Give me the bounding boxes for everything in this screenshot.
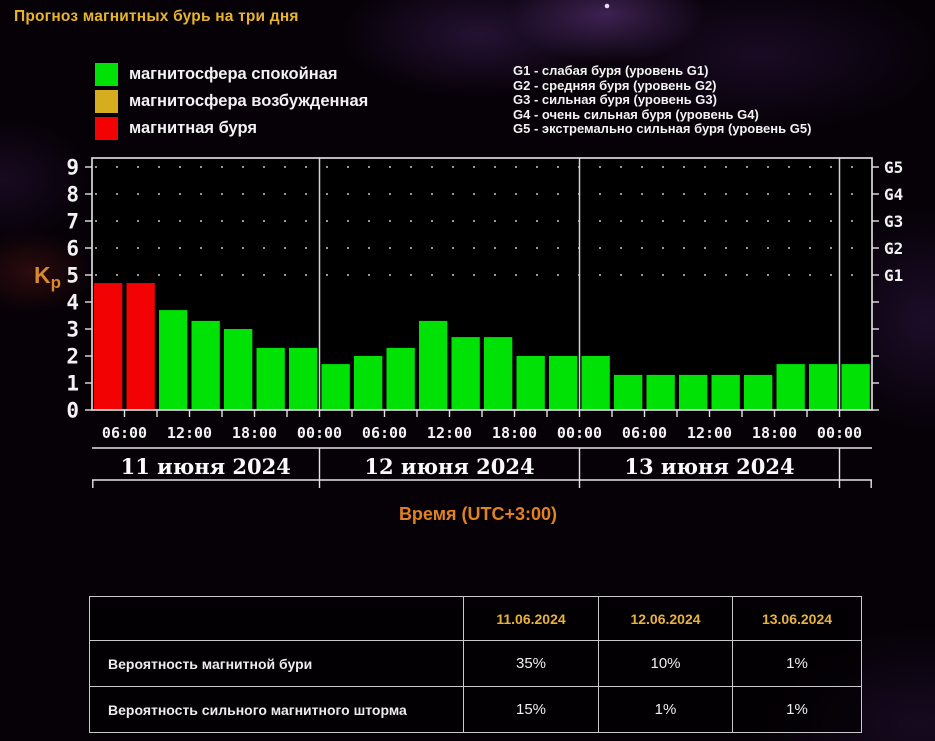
time-tick-label: 06:00 [102, 424, 147, 442]
kp-bar [484, 337, 513, 410]
time-tick-label: 00:00 [297, 424, 342, 442]
table-value-cell: 1% [732, 686, 862, 733]
day-label: 11 июня 2024 [121, 454, 291, 479]
day-label: 13 июня 2024 [624, 454, 794, 479]
table-row: Вероятность сильного магнитного шторма 1… [89, 686, 862, 733]
kp-bar [289, 347, 318, 410]
time-tick-label: 18:00 [492, 424, 537, 442]
kp-bar [451, 337, 480, 410]
plot-background [92, 158, 872, 410]
table-header-date-cell: 13.06.2024 [732, 596, 862, 641]
y-tick-label: 2 [66, 345, 79, 369]
legend-storm-swatch-icon [95, 117, 118, 140]
table-row-label: Вероятность сильного магнитного шторма [89, 686, 464, 733]
kp-forecast-chart: 0 1 2 3 4 5 6 7 8 9 G1 G2 G3 G4 G5 Kp 06:00 12:00 18:00 00:… [34, 3, 903, 524]
kp-bar [549, 356, 578, 410]
table-row: Вероятность магнитной бури 35% 10% 1% [89, 640, 862, 687]
kp-axis-label: Kp [34, 262, 61, 292]
kp-bar [354, 356, 383, 410]
kp-bar [159, 310, 188, 410]
kp-bar [809, 364, 838, 410]
g-level-label: G4 [884, 185, 903, 204]
time-tick-label: 06:00 [362, 424, 407, 442]
kp-bar [679, 374, 708, 410]
legend-item-label: магнитосфера спокойная [129, 65, 338, 83]
storm-level-g2: G2 - средняя буря (уровень G2) [513, 77, 717, 93]
probability-table: 11.06.2024 12.06.2024 13.06.2024 Вероятн… [89, 596, 862, 733]
storm-level-descriptions: G1 - слабая буря (уровень G1) G2 - средн… [513, 63, 812, 137]
time-tick-label: 12:00 [167, 424, 212, 442]
time-tick-label: 00:00 [817, 424, 862, 442]
kp-bar [256, 347, 285, 410]
kp-bar [386, 347, 415, 410]
kp-bar [711, 374, 740, 410]
table-value-cell: 35% [463, 640, 599, 687]
time-tick-label: 12:00 [687, 424, 732, 442]
time-tick-label: 18:00 [752, 424, 797, 442]
time-tick-label: 12:00 [427, 424, 472, 442]
kp-bar [841, 364, 870, 410]
time-tick-label: 00:00 [557, 424, 602, 442]
time-tick-label: 06:00 [622, 424, 667, 442]
legend-quiet-swatch-icon [95, 63, 118, 86]
legend-item-quiet: магнитосфера спокойная [95, 61, 368, 88]
y-tick-label: 8 [66, 183, 79, 207]
kp-bar [224, 329, 253, 410]
kp-bar [516, 356, 545, 410]
kp-bar [419, 320, 448, 410]
y-tick-label: 5 [66, 264, 79, 288]
page-title: Прогноз магнитных бурь на три дня [14, 8, 299, 25]
table-header-date-cell: 12.06.2024 [598, 596, 733, 641]
legend-excited-swatch-icon [95, 90, 118, 113]
legend-item-label: магнитная буря [129, 119, 258, 137]
x-axis-title: Время (UTC+3:00) [399, 504, 557, 524]
table-header-empty-cell [89, 596, 464, 641]
y-tick-label: 4 [66, 291, 79, 315]
y-tick-label: 7 [66, 210, 79, 234]
kp-bar [321, 364, 350, 410]
table-value-cell: 1% [598, 686, 733, 733]
kp-bar [744, 374, 773, 410]
storm-level-g5: G5 - экстремально сильная буря (уровень … [513, 121, 812, 137]
y-tick-label: 0 [66, 399, 79, 423]
day-label: 12 июня 2024 [364, 454, 534, 479]
chart-legend: магнитосфера спокойная магнитосфера возб… [95, 61, 368, 142]
g-level-label: G1 [884, 266, 903, 285]
kp-bar [126, 283, 155, 410]
g-level-label: G2 [884, 239, 903, 258]
legend-item-storm: магнитная буря [95, 115, 368, 142]
g-level-label: G3 [884, 212, 903, 231]
kp-bar [614, 374, 643, 410]
kp-bar [776, 364, 805, 410]
y-tick-label: 6 [66, 237, 79, 261]
kp-bar [581, 356, 610, 410]
g-level-label: G5 [884, 158, 903, 177]
kp-bar [646, 374, 675, 410]
storm-level-g4: G4 - очень сильная буря (уровень G4) [513, 106, 759, 122]
table-row-label: Вероятность магнитной бури [89, 640, 464, 687]
table-value-cell: 10% [598, 640, 733, 687]
legend-item-excited: магнитосфера возбужденная [95, 88, 368, 115]
y-tick-label: 3 [66, 318, 79, 342]
kp-bar [94, 283, 123, 410]
y-tick-label: 1 [66, 372, 79, 396]
table-header-date-cell: 11.06.2024 [463, 596, 599, 641]
storm-level-g3: G3 - сильная буря (уровень G3) [513, 92, 717, 108]
table-value-cell: 1% [732, 640, 862, 687]
table-header-row: 11.06.2024 12.06.2024 13.06.2024 [89, 596, 862, 641]
storm-level-g1: G1 - слабая буря (уровень G1) [513, 63, 709, 78]
kp-bar [191, 320, 220, 410]
y-tick-label: 9 [66, 156, 79, 180]
star-icon [604, 3, 610, 9]
legend-item-label: магнитосфера возбужденная [129, 92, 369, 110]
table-value-cell: 15% [463, 686, 599, 733]
time-tick-label: 18:00 [232, 424, 277, 442]
